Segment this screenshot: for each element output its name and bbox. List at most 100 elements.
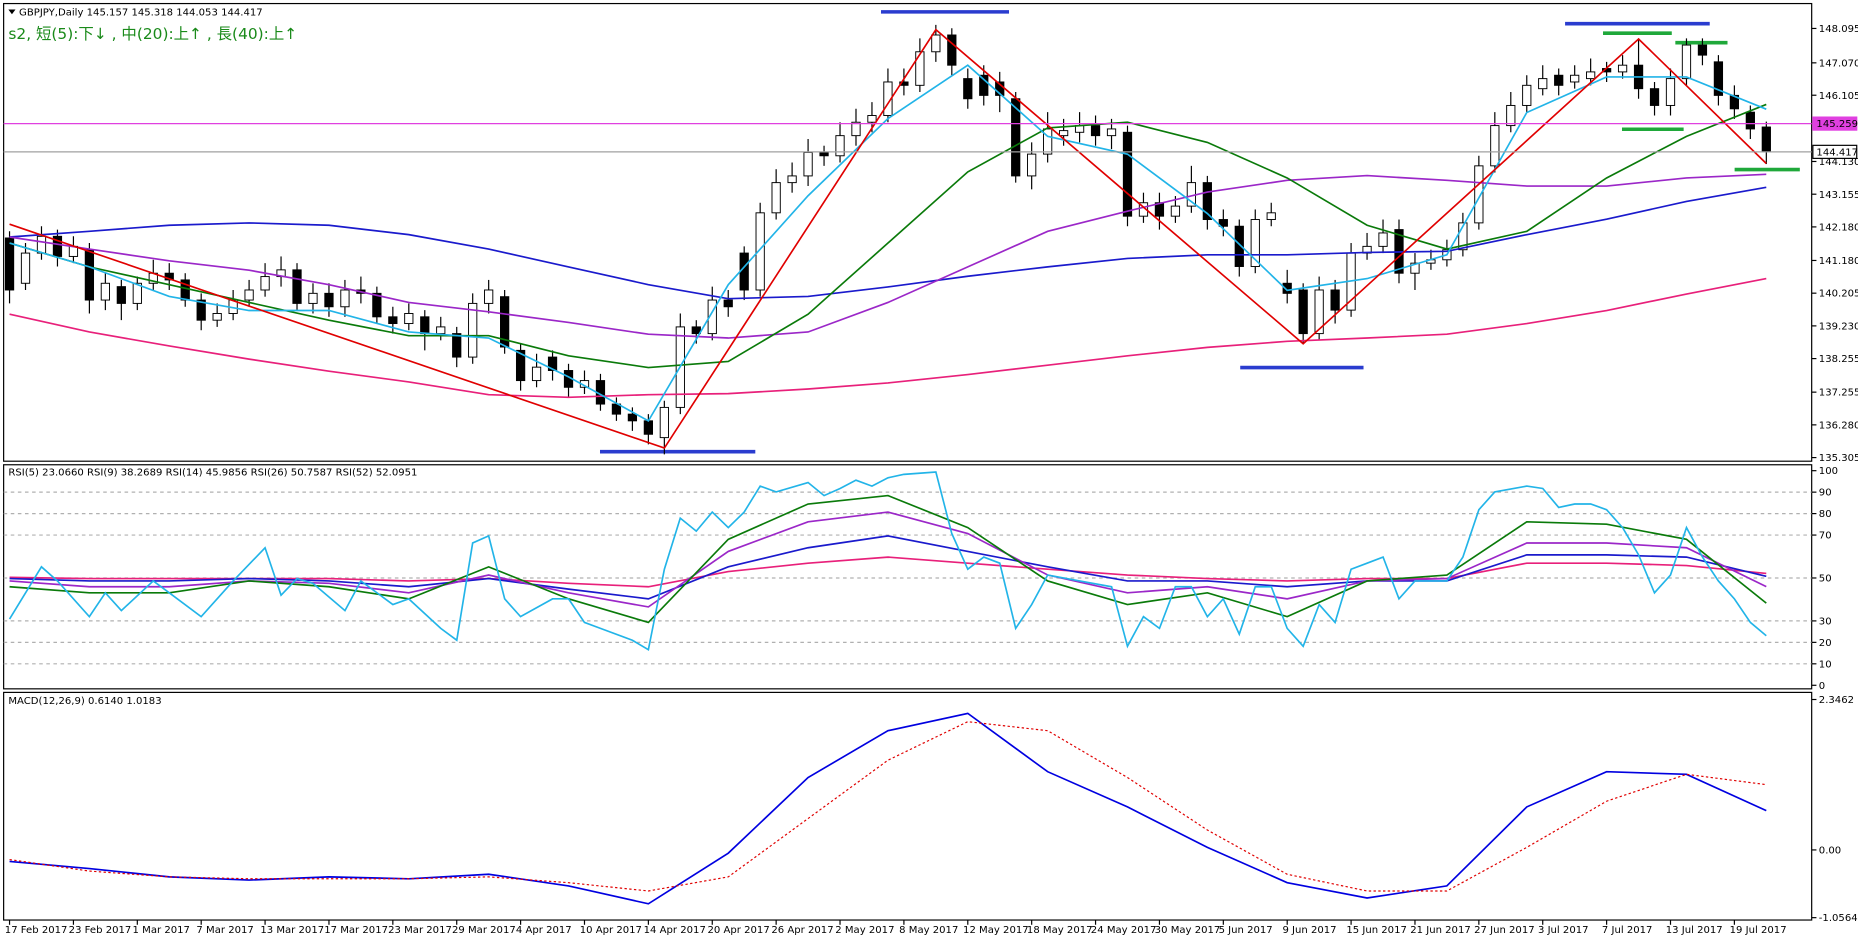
x-tick-label: 26 Apr 2017 [771, 925, 833, 936]
candle-body [1170, 205, 1181, 217]
y-tick-label: -1.0564 [1819, 913, 1858, 924]
candle-body [1745, 111, 1755, 130]
candle-body [963, 78, 973, 100]
x-tick-label: 14 Apr 2017 [644, 925, 706, 936]
y-tick-label: 146.105 [1819, 91, 1858, 102]
y-tick-label: 2.3462 [1819, 695, 1854, 706]
candle-body [771, 182, 781, 214]
y-tick-label: 0.00 [1819, 845, 1841, 856]
series-line [8, 471, 1767, 652]
y-tick-label: 143.155 [1819, 190, 1858, 201]
candle-body [931, 34, 941, 53]
candle-body [436, 326, 446, 335]
candle-body [899, 81, 909, 86]
x-tick-label: 7 Jul 2017 [1602, 925, 1653, 936]
candle-body [755, 212, 765, 291]
candle-body [1282, 282, 1292, 294]
y-tick-label: 148.095 [1819, 24, 1858, 35]
candle-body [1522, 84, 1532, 106]
x-tick-label: 10 Apr 2017 [580, 925, 642, 936]
candle-body [1122, 131, 1133, 217]
candle-body [1330, 289, 1340, 311]
candle-body [515, 349, 526, 382]
price-label-box [1812, 116, 1858, 131]
macd-frame [3, 691, 1813, 921]
y-tick-label: 135.305 [1819, 453, 1858, 464]
candle-body [116, 286, 126, 304]
menu-arrow[interactable] [8, 9, 16, 15]
x-tick-label: 23 Mar 2017 [388, 925, 452, 936]
candle-body [659, 406, 669, 439]
rsi-frame [3, 464, 1813, 690]
y-tick-label: 144.130 [1819, 157, 1858, 168]
candle-body [36, 235, 47, 254]
x-tick-label: 29 Mar 2017 [452, 925, 516, 936]
x-tick-label: 19 Jul 2017 [1730, 925, 1787, 936]
rsi-title: RSI(5) 23.0660 RSI(9) 38.2689 RSI(14) 45… [8, 467, 417, 478]
candle-body [547, 356, 558, 371]
x-tick-label: 17 Feb 2017 [5, 925, 68, 936]
price-label: 144.417 [1816, 147, 1858, 158]
series-line [9, 511, 1767, 608]
candle-body [1458, 222, 1468, 251]
y-tick-label: 70 [1819, 531, 1832, 542]
candle-body [1138, 202, 1149, 217]
x-tick-label: 8 May 2017 [899, 925, 958, 936]
candle-body [1697, 44, 1708, 56]
main-frame [3, 2, 1813, 462]
x-tick-label: 21 Jun 2017 [1410, 925, 1471, 936]
candle-body [340, 289, 350, 308]
y-tick-label: 30 [1819, 616, 1832, 627]
series-line [9, 556, 1767, 588]
x-tick-label: 15 Jun 2017 [1346, 925, 1407, 936]
candle-body [819, 151, 829, 157]
y-tick-label: 10 [1819, 659, 1832, 670]
y-tick-label: 137.255 [1819, 388, 1858, 399]
candle-body [531, 366, 542, 382]
candle-body [100, 282, 110, 301]
candle-body [1665, 78, 1676, 106]
candle-body [1202, 182, 1212, 221]
candle-body [468, 302, 478, 358]
candle-body [1234, 225, 1244, 267]
y-tick-label: 20 [1819, 638, 1832, 649]
series-line [9, 494, 1767, 624]
candle-body [4, 237, 15, 291]
y-tick-label: 142.180 [1819, 222, 1858, 233]
y-tick-label: 50 [1819, 574, 1832, 585]
candle-body [308, 292, 318, 304]
candle-body [627, 413, 638, 422]
candle-body [1266, 212, 1276, 221]
x-tick-label: 2 May 2017 [835, 925, 894, 936]
x-tick-label: 13 Jul 2017 [1666, 925, 1723, 936]
candle-body [132, 282, 142, 304]
candle-body [739, 252, 749, 291]
x-tick-label: 17 Mar 2017 [324, 925, 388, 936]
candle-body [1681, 44, 1692, 80]
candle-body [1729, 94, 1740, 110]
price-label: 145.259 [1816, 119, 1858, 130]
y-tick-label: 140.205 [1819, 289, 1858, 300]
candle-body [1586, 71, 1596, 80]
candle-body [1761, 126, 1771, 153]
candle-body [1713, 61, 1724, 96]
panel-plot [3, 471, 1812, 665]
candle-body [1250, 219, 1260, 267]
x-tick-label: 23 Feb 2017 [69, 925, 132, 936]
macd-title: MACD(12,26,9) 0.6140 1.0183 [8, 696, 161, 707]
candle-body [212, 312, 222, 321]
candle-body [723, 299, 733, 308]
panel-frames [3, 2, 1813, 921]
candle-body [452, 333, 462, 358]
candle-body [196, 299, 206, 321]
candle-body [1090, 125, 1101, 137]
candle-body [691, 326, 701, 335]
candle-body [867, 115, 877, 123]
candle-body [1649, 88, 1660, 106]
candle-body [500, 296, 510, 348]
candle-body [324, 292, 334, 308]
candle-body [260, 276, 270, 291]
x-tick-label: 18 May 2017 [1027, 925, 1093, 936]
